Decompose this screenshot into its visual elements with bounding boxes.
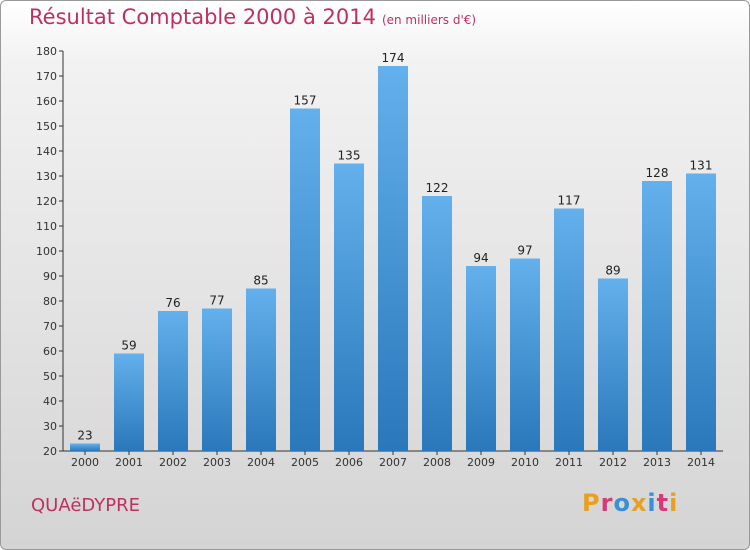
logo-letter: i [647,489,657,517]
bar [114,353,144,451]
bar [70,443,100,451]
bar [422,196,452,451]
chart-title: Résultat Comptable 2000 à 2014 [29,5,376,29]
x-tick-label: 2013 [643,456,671,469]
bar [378,66,408,451]
data-label: 128 [646,166,669,180]
y-tick-label: 180 [36,45,57,58]
y-tick-label: 90 [43,270,57,283]
x-tick-label: 2014 [687,456,715,469]
x-tick-label: 2012 [599,456,627,469]
commune-name: QUAëDYPRE [31,495,141,516]
bar [334,163,364,451]
y-tick-label: 20 [43,445,57,458]
bar [290,108,320,451]
x-tick-label: 2000 [71,456,99,469]
axes: 20 30 40 50 60 70 80 90 100 110 120 130 140 150 160 170… [36,45,723,469]
bar [686,173,716,451]
data-label: 117 [558,194,581,208]
logo-letter: r [600,489,614,517]
x-tick-label: 2002 [159,456,187,469]
bar [158,311,188,451]
logo-letter: x [630,489,648,517]
data-label: 131 [690,159,713,173]
data-label: 174 [382,51,405,65]
bar [642,181,672,451]
value-labels: 23 59 76 77 85 157 135 174 122 94 97 117 89 128 131 [77,51,712,443]
x-tick-label: 2010 [511,456,539,469]
y-tick-label: 80 [43,295,57,308]
x-tick-label: 2006 [335,456,363,469]
y-tick-label: 100 [36,245,57,258]
bar [466,266,496,451]
x-tick-label: 2001 [115,456,143,469]
x-tick-label: 2007 [379,456,407,469]
y-tick-label: 40 [43,395,57,408]
data-label: 89 [605,264,620,278]
data-label: 122 [426,181,449,195]
data-label: 76 [165,296,180,310]
bar [554,208,584,451]
logo-letter: t [656,489,670,517]
logo-letter: o [613,489,631,517]
chart-subtitle: (en milliers d'€) [381,13,477,27]
y-tick-label: 140 [36,145,57,158]
data-label: 23 [77,429,92,443]
bar [598,278,628,451]
proxiti-logo[interactable]: Proxiti [582,489,678,517]
y-tick-label: 30 [43,420,57,433]
x-tick-label: 2011 [555,456,583,469]
bars [70,66,716,451]
y-tick-label: 130 [36,170,57,183]
bar [510,258,540,451]
bar [202,308,232,451]
data-label: 59 [121,339,136,353]
y-tick-label: 60 [43,345,57,358]
data-label: 77 [209,294,224,308]
y-tick-label: 170 [36,70,57,83]
data-label: 85 [253,274,268,288]
data-label: 135 [338,149,361,163]
x-tick-label: 2009 [467,456,495,469]
x-tick-label: 2004 [247,456,275,469]
chart-title-block: Résultat Comptable 2000 à 2014 (en millie… [29,5,476,29]
x-tick-label: 2003 [203,456,231,469]
y-tick-label: 160 [36,95,57,108]
y-tick-label: 50 [43,370,57,383]
x-tick-label: 2005 [291,456,319,469]
logo-letter: i [669,489,679,517]
logo-letter: P [582,489,601,517]
y-tick-label: 70 [43,320,57,333]
y-tick-label: 150 [36,120,57,133]
x-tick-label: 2008 [423,456,451,469]
data-label: 157 [294,94,317,108]
bar [246,288,276,451]
y-tick-label: 110 [36,220,57,233]
data-label: 97 [517,244,532,258]
y-tick-label: 120 [36,195,57,208]
data-label: 94 [473,251,488,265]
